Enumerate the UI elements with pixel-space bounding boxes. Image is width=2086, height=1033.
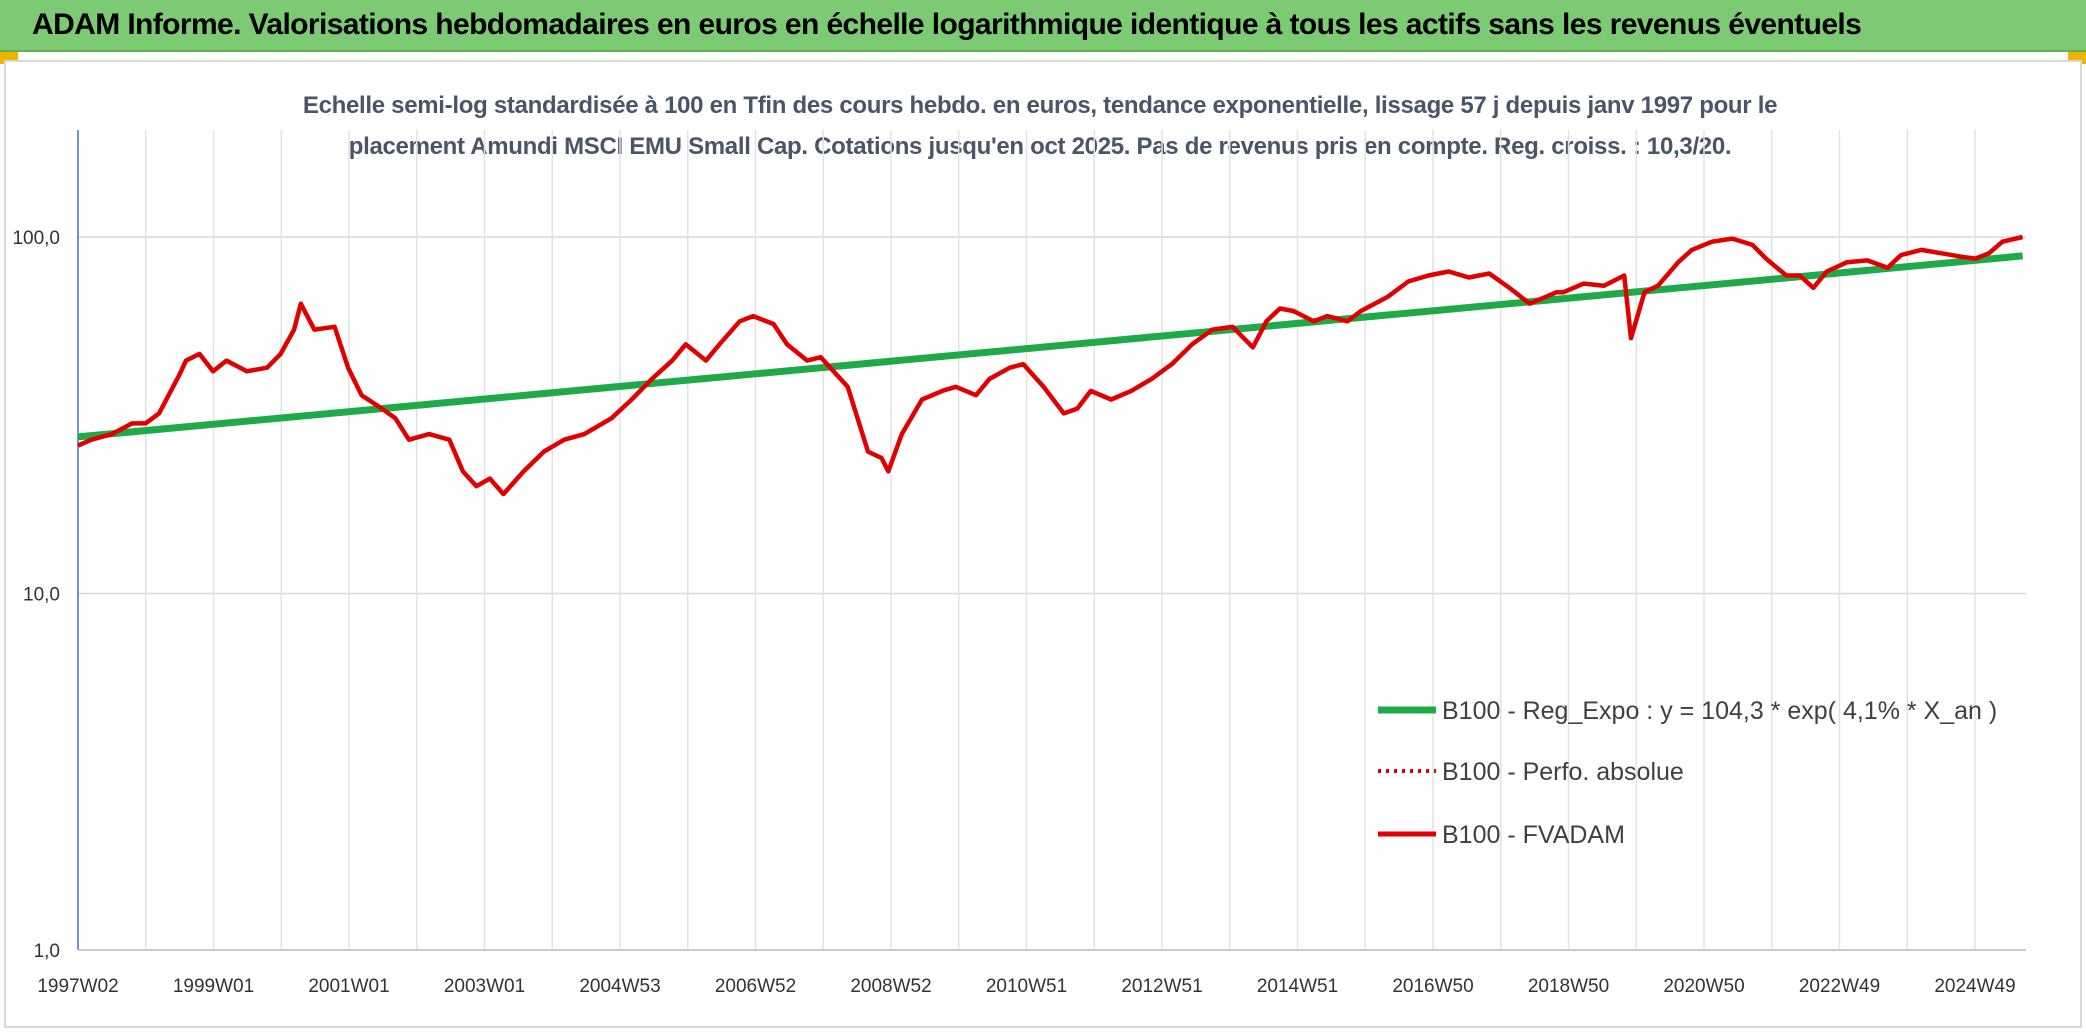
x-tick-label: 1997W02: [37, 976, 118, 997]
x-tick-label: 2020W50: [1663, 976, 1744, 997]
x-tick-label: 2012W51: [1121, 976, 1202, 997]
x-tick-label: 2006W52: [715, 976, 796, 997]
x-tick-label: 2004W53: [579, 976, 660, 997]
x-tick-label: 2016W50: [1392, 976, 1473, 997]
series-line-regression: [77, 252, 2023, 441]
legend-item-perfo-absolue-label: B100 - Perfo. absolue: [1442, 758, 1684, 786]
banner-title: ADAM Informe. Valorisations hebdomadaire…: [32, 8, 1862, 41]
x-tick-label: 2014W51: [1257, 976, 1338, 997]
x-tick-label: 2024W49: [1934, 976, 2015, 997]
chart-frame: [4, 60, 2082, 1028]
x-tick-label: 2010W51: [986, 976, 1067, 997]
x-tick-label: 2001W01: [308, 976, 389, 997]
series-line-fvadam: [77, 234, 2024, 497]
chart-subtitle-line1: Echelle semi-log standardisée à 100 en T…: [302, 92, 1778, 119]
legend-item-fvadam-label: B100 - FVADAM: [1442, 821, 1625, 849]
y-tick-label: 10,0: [23, 585, 60, 606]
x-tick-label: 2022W49: [1799, 976, 1880, 997]
x-tick-label: 2018W50: [1528, 976, 1609, 997]
y-tick-label: 100,0: [12, 228, 60, 249]
page-banner: ADAM Informe. Valorisations hebdomadaire…: [0, 0, 2086, 52]
legend-item-regression-label: B100 - Reg_Expo : y = 104,3 * exp( 4,1% …: [1442, 697, 1997, 725]
x-tick-label: 2008W52: [850, 976, 931, 997]
y-tick-label: 1,0: [34, 941, 60, 962]
x-tick-label: 1999W01: [173, 976, 254, 997]
x-tick-label: 2003W01: [444, 976, 525, 997]
